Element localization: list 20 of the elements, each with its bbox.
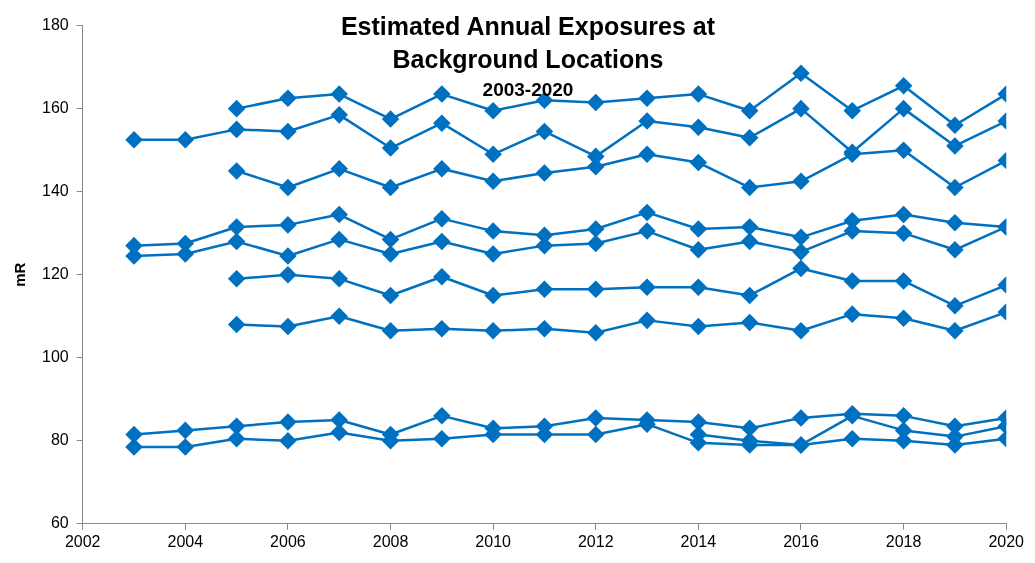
y-tick-label: 100: [41, 348, 69, 366]
y-axis-title: mR: [11, 262, 29, 287]
x-tick-label: 2010: [475, 532, 512, 550]
x-tick-label: 2018: [885, 532, 922, 550]
y-tick-label: 160: [41, 99, 69, 117]
x-tick-label: 2016: [783, 532, 819, 550]
y-tick-label: 60: [50, 514, 69, 532]
x-tick-label: 2006: [270, 532, 306, 550]
x-tick-label: 2014: [680, 532, 717, 550]
chart-title: Estimated Annual Exposures at Background Locations: [339, 11, 717, 75]
y-tick-label: 180: [41, 16, 69, 34]
x-tick-label: 2012: [577, 532, 614, 550]
x-tick-label: 2008: [372, 532, 409, 550]
text: 2003-2020: [481, 78, 575, 102]
y-tick-label: 120: [41, 265, 69, 283]
x-tick-label: 2020: [988, 532, 1025, 550]
y-tick-label: 80: [50, 431, 69, 449]
x-tick-label: 2002: [64, 532, 101, 550]
x-tick-label: 2004: [167, 532, 204, 550]
y-tick-label: 140: [41, 182, 69, 200]
